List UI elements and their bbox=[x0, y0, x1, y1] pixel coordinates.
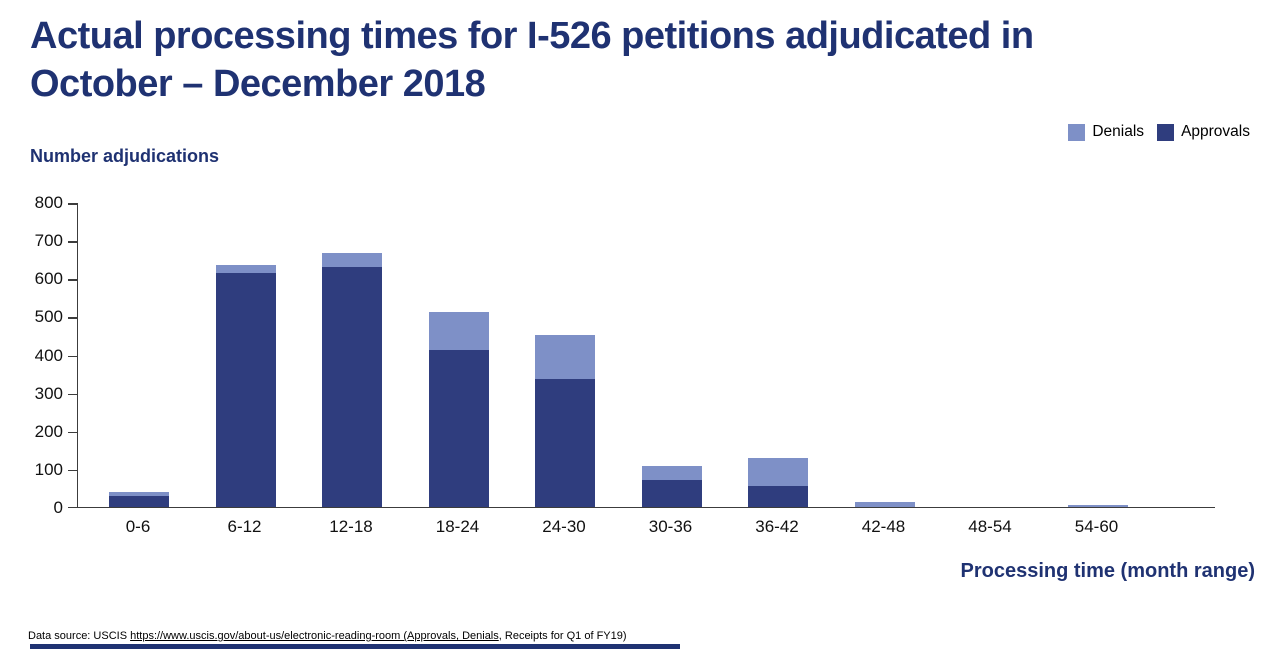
x-tick-label-6-12: 6-12 bbox=[227, 517, 262, 536]
legend-swatch-approvals bbox=[1157, 123, 1175, 141]
x-tick-label-0-6: 0-6 bbox=[125, 517, 151, 536]
x-tick-label-36-42: 36-42 bbox=[755, 517, 799, 536]
legend-label-denials: Denials bbox=[1092, 123, 1145, 140]
bar-approvals-24-30 bbox=[535, 379, 595, 507]
y-tick-mark-0 bbox=[67, 506, 77, 508]
bar-approvals-30-36 bbox=[641, 480, 702, 507]
y-tick-mark-600 bbox=[67, 279, 77, 281]
bar-approvals-6-12 bbox=[215, 272, 276, 507]
bottom-accent-bar bbox=[30, 644, 680, 649]
bar-approvals-36-42 bbox=[748, 486, 808, 507]
x-tick-label-30-36: 30-36 bbox=[648, 517, 693, 536]
bar-denials-6-12 bbox=[215, 264, 276, 273]
bar-approvals-18-24 bbox=[428, 349, 489, 507]
footer-prefix: Data source: USCIS bbox=[28, 630, 131, 642]
bar-denials-12-18 bbox=[322, 253, 382, 267]
bar-approvals-0-6 bbox=[109, 495, 169, 507]
chart-title-line-1: Actual processing times for I-526 petiti… bbox=[30, 15, 1034, 57]
y-tick-label-500: 500 bbox=[34, 307, 63, 327]
x-tick-label-42-48: 42-48 bbox=[861, 517, 906, 536]
legend-swatch-denials bbox=[1068, 123, 1086, 141]
y-tick-mark-100 bbox=[67, 469, 77, 472]
y-tick-mark-700 bbox=[67, 241, 77, 243]
y-tick-mark-800 bbox=[67, 203, 77, 205]
legend: Denials Approvals bbox=[1068, 123, 1250, 141]
x-tick-label-24-30: 24-30 bbox=[542, 517, 586, 536]
y-tick-label-300: 300 bbox=[34, 383, 63, 403]
y-tick-label-200: 200 bbox=[34, 421, 63, 441]
legend-label-approvals: Approvals bbox=[1181, 123, 1250, 140]
x-tick-label-54-60: 54-60 bbox=[1074, 517, 1119, 536]
y-tick-label-800: 800 bbox=[34, 193, 63, 212]
chart-title-line-2: October – December 2018 bbox=[30, 63, 486, 105]
footer-suffix: , Receipts for Q1 of FY19) bbox=[498, 630, 627, 642]
x-axis-title: Processing time (month range) bbox=[960, 560, 1256, 582]
x-tick-label-18-24: 18-24 bbox=[435, 517, 480, 536]
y-tick-label-700: 700 bbox=[34, 231, 63, 251]
y-tick-label-600: 600 bbox=[34, 269, 63, 289]
y-tick-mark-500 bbox=[67, 317, 77, 319]
bar-denials-18-24 bbox=[428, 311, 489, 350]
bar-denials-36-42 bbox=[748, 458, 808, 487]
plot-area bbox=[67, 203, 1215, 508]
data-source-note: Data source: USCIS https://www.uscis.gov… bbox=[28, 630, 627, 642]
y-tick-mark-300 bbox=[67, 393, 77, 396]
x-tick-label-12-18: 12-18 bbox=[329, 517, 373, 536]
y-tick-label-400: 400 bbox=[34, 345, 63, 365]
y-axis-title: Number adjudications bbox=[30, 146, 220, 166]
bar-denials-0-6 bbox=[109, 491, 169, 496]
y-tick-mark-400 bbox=[67, 355, 77, 357]
bar-denials-54-60 bbox=[1067, 504, 1128, 507]
y-tick-mark-200 bbox=[67, 431, 77, 434]
y-tick-label-0: 0 bbox=[53, 498, 63, 517]
chart-title: Actual processing times for I-526 petiti… bbox=[30, 12, 1034, 108]
bar-approvals-12-18 bbox=[322, 266, 382, 507]
y-tick-label-100: 100 bbox=[34, 459, 63, 479]
bar-denials-42-48 bbox=[854, 502, 915, 507]
x-tick-label-48-54: 48-54 bbox=[968, 517, 1012, 536]
bar-denials-24-30 bbox=[535, 335, 595, 380]
legend-item-approvals: Approvals bbox=[1157, 123, 1250, 141]
legend-item-denials: Denials bbox=[1068, 123, 1144, 141]
bar-denials-30-36 bbox=[641, 466, 702, 481]
footer-link[interactable]: https://www.uscis.gov/about-us/electroni… bbox=[130, 630, 499, 642]
